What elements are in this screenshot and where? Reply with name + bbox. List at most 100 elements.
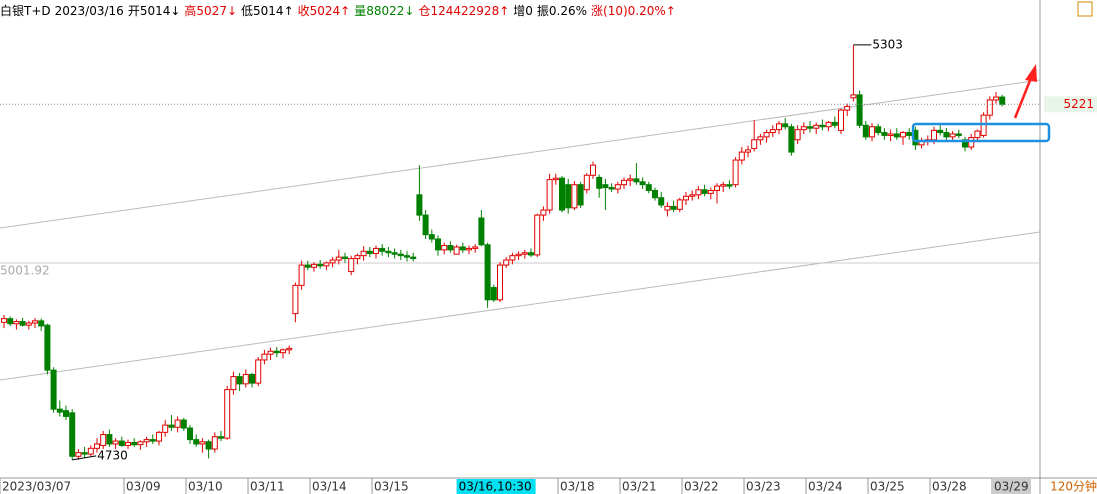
candle-body [205, 441, 212, 450]
candle-body [143, 439, 150, 443]
candle-body [596, 176, 603, 189]
settings-icon[interactable] [1077, 1, 1093, 17]
candle-body [931, 129, 937, 141]
candle-body [614, 184, 621, 190]
candle-body [652, 189, 658, 199]
candle-body [999, 96, 1006, 105]
candle-body [255, 359, 262, 384]
candle-body [112, 440, 119, 445]
candle-body [900, 132, 906, 138]
candle-body [838, 109, 844, 131]
x-tick-label: 2023/03/07 [2, 480, 71, 494]
candle-body [521, 252, 528, 255]
candle-body [515, 253, 522, 257]
candle-body [441, 245, 448, 251]
candle-body [366, 250, 373, 254]
candle-body [137, 441, 144, 446]
candle-body [156, 431, 162, 442]
candle-body [459, 246, 466, 251]
candle-body [509, 255, 516, 261]
candle-body [745, 149, 751, 153]
candle-body [242, 373, 249, 385]
candle-body [118, 440, 125, 446]
candle-body [180, 419, 187, 429]
header-item: 涨(10)0.20%↑ [591, 3, 676, 18]
candle-body [763, 132, 770, 138]
candle-body [676, 199, 683, 210]
candle-body [807, 126, 813, 129]
candle-body [490, 287, 497, 301]
candle-body [968, 137, 975, 148]
candle-body [757, 136, 764, 141]
candle-body [428, 234, 435, 240]
candle-body [168, 424, 175, 428]
candle-body [435, 238, 441, 251]
candle-body [639, 181, 646, 186]
x-tick-label: 03/25 [870, 480, 905, 494]
x-tick-label: 03/15 [374, 480, 409, 494]
candle-body [13, 321, 20, 325]
candle-body [633, 178, 640, 183]
candle-body [125, 442, 131, 446]
candle-body [218, 436, 224, 439]
candle-body [534, 214, 541, 256]
candle-body [664, 205, 671, 211]
cursor-label: 03/16,10:30 [459, 480, 532, 494]
low-leader [72, 455, 97, 461]
candle-body [831, 121, 838, 126]
candle-body [875, 126, 882, 134]
candle-body [249, 373, 255, 384]
header-title: 白银T+D [0, 3, 51, 18]
candle-body [397, 253, 404, 257]
candle-body [726, 184, 733, 187]
candle-body [751, 139, 758, 149]
candle-body [980, 114, 987, 136]
candle-body [311, 263, 317, 268]
candle-body [800, 126, 807, 131]
x-tick-label: 03/18 [560, 480, 595, 494]
candle-body [776, 123, 782, 131]
last-price-label: 5221 [1063, 97, 1094, 111]
candle-body [38, 320, 45, 327]
candle-body [174, 419, 181, 428]
candle-body [211, 436, 218, 450]
candle-body [602, 184, 609, 189]
candle-body [943, 132, 950, 138]
candle-body [422, 214, 429, 236]
candle-body [869, 126, 875, 138]
candle-body [100, 434, 107, 446]
candle-body [974, 130, 981, 139]
period-label[interactable]: 120分钟 [1050, 479, 1097, 494]
header-item: 增0 [513, 4, 533, 18]
candle-body [230, 376, 237, 391]
candle-body [391, 252, 398, 255]
candle-body [7, 318, 14, 325]
candle-body [695, 189, 702, 196]
candle-body [410, 256, 417, 260]
candle-body [683, 195, 689, 201]
candle-body [559, 177, 565, 211]
header-item: 收5024↑ [298, 4, 351, 18]
candle-body [162, 424, 169, 433]
candle-body [472, 246, 479, 249]
candle-body [329, 259, 336, 264]
candle-body [844, 105, 851, 111]
candle-body [484, 244, 491, 301]
candle-body [782, 123, 789, 128]
x-tick-label: 03/11 [250, 480, 285, 494]
candle-body [199, 441, 206, 445]
candle-body [304, 264, 311, 268]
candle-body [267, 350, 274, 355]
header-date: 2023/03/16 [55, 4, 124, 18]
candle-body [298, 264, 305, 286]
arrow-head [1025, 64, 1037, 82]
candle-body [63, 410, 69, 417]
candle-body [149, 439, 156, 442]
candle-body [404, 255, 410, 258]
candle-body [565, 184, 572, 209]
x-tick-label: 03/14 [312, 480, 347, 494]
candle-body [478, 217, 485, 246]
y-tick-label: 5001.92 [0, 263, 50, 277]
candle-body [224, 389, 231, 439]
